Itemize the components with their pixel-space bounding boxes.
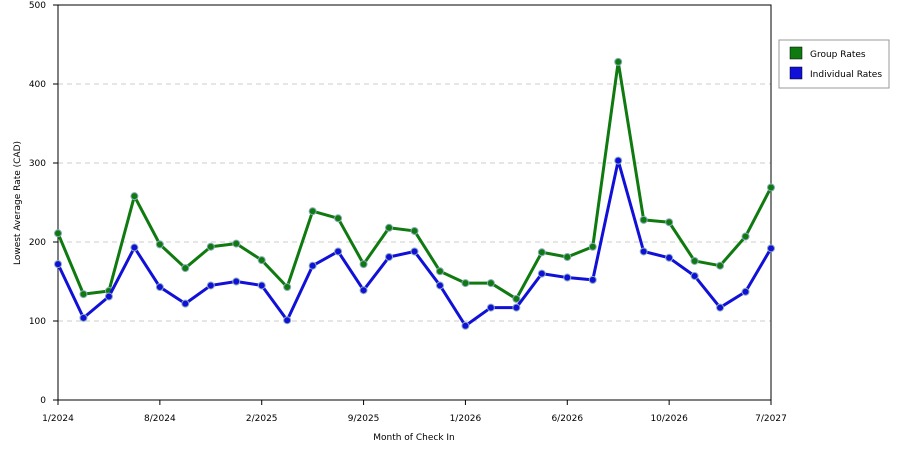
data-point [690,256,699,265]
data-point [130,192,139,201]
data-point [155,283,164,292]
x-tick-label: 7/2027 [755,414,787,424]
data-point [563,273,572,282]
data-point [639,247,648,256]
data-point [461,321,470,330]
x-tick-label: 8/2024 [144,414,176,424]
x-tick-label: 1/2024 [42,414,74,424]
data-point [54,260,62,269]
data-point [665,218,674,227]
data-point [79,313,88,322]
data-point [410,226,419,235]
data-point [308,207,317,216]
data-point [639,215,648,224]
data-point [257,281,266,290]
data-point [334,247,343,256]
data-point [359,286,368,295]
legend-swatch [789,66,803,80]
data-point [385,223,394,232]
data-point [385,253,394,262]
data-point [79,290,88,299]
y-tick-label: 0 [40,396,46,406]
data-point [257,256,266,265]
data-point [767,183,775,192]
data-point [232,239,241,248]
data-point [155,240,164,249]
data-point [181,264,190,273]
data-point [410,247,419,256]
series-line [56,60,773,301]
data-point [716,261,725,270]
y-tick-label: 400 [29,80,46,90]
data-point [435,267,444,276]
data-point [588,242,597,251]
y-tick-label: 300 [29,159,46,169]
legend-label: Individual Rates [810,70,882,80]
y-tick-label: 500 [29,1,46,11]
y-tick-label: 200 [29,238,46,248]
x-tick-label: 2/2025 [246,414,278,424]
data-point [486,279,495,288]
data-point [54,229,62,238]
legend-swatch [789,46,803,60]
data-point [130,243,139,252]
plot-frame [57,4,772,401]
data-point [308,261,317,270]
data-point [232,277,241,286]
data-point [665,253,674,262]
series-line [56,159,773,328]
data-point [206,281,215,290]
data-point [537,248,546,257]
data-point [563,253,572,262]
data-point [690,271,699,280]
y-axis-label: Lowest Average Rate (CAD) [13,141,23,265]
data-point [206,242,215,251]
data-point [741,287,750,296]
x-tick-label: 6/2026 [551,414,583,424]
data-point [359,260,368,269]
data-point [283,316,292,325]
data-point [334,214,343,223]
y-tick-label: 100 [29,317,46,327]
x-tick-label: 10/2026 [650,414,688,424]
data-point [588,275,597,284]
data-point [614,156,623,165]
data-point [486,303,495,312]
data-point [283,283,292,292]
data-point [741,232,750,241]
x-tick-label: 9/2025 [348,414,380,424]
legend: Group Rates Individual Rates [778,39,890,89]
x-tick-label: 1/2026 [450,414,482,424]
data-point [716,303,725,312]
data-point [435,281,444,290]
data-point [512,294,521,303]
legend-label: Group Rates [810,50,866,60]
data-point [461,279,470,288]
data-point [181,299,190,308]
data-point [537,269,546,278]
x-axis-label: Month of Check In [373,433,455,443]
data-point [104,292,113,301]
data-point [767,244,775,253]
data-point [512,303,521,312]
data-point [614,57,623,66]
